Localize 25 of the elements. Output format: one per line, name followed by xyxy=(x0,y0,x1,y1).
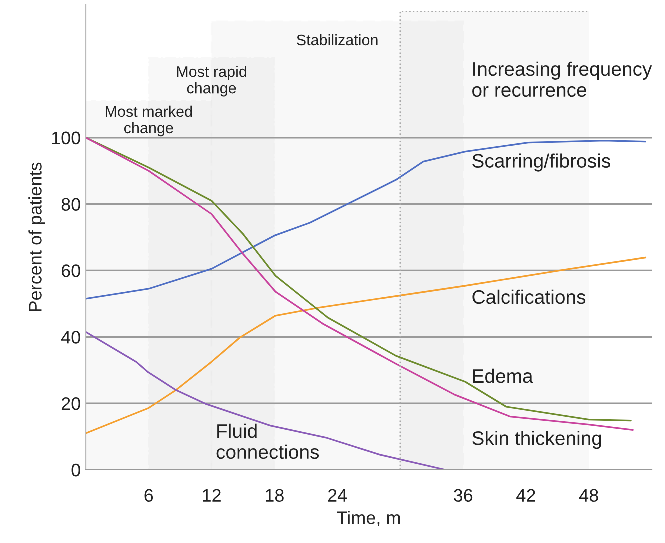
x-tick-label: 36 xyxy=(454,489,473,502)
x-tick-label: 12 xyxy=(203,489,221,502)
band-label: Increasing frequency or recurrence xyxy=(472,62,652,98)
x-tick-label: 6 xyxy=(144,489,154,502)
line-series xyxy=(86,331,647,470)
series-label: Calcifications xyxy=(472,290,586,304)
x-tick-label: 48 xyxy=(579,489,598,502)
y-tick-label: 100 xyxy=(52,132,80,145)
band-label: Most marked change xyxy=(106,106,192,137)
y-tick-label: 80 xyxy=(62,198,80,212)
x-axis-title: Time, m xyxy=(337,511,400,527)
band-label: Stabilization xyxy=(297,34,378,46)
x-tick-label: 18 xyxy=(266,489,284,502)
series-label: Skin thickening xyxy=(472,431,602,450)
y-tick-label: 20 xyxy=(62,398,80,410)
series-label: Fluid connections xyxy=(216,424,320,460)
series-label: Edema xyxy=(473,368,534,384)
series-label: Scarring/fibrosis xyxy=(472,154,610,172)
band-label: Most rapid change xyxy=(177,66,246,97)
x-tick-label: 42 xyxy=(516,489,536,502)
y-axis-title: Percent of patients xyxy=(28,162,46,312)
y-tick-label: 60 xyxy=(62,264,80,278)
y-tick-label: 0 xyxy=(72,464,80,477)
x-tick-label: 24 xyxy=(328,489,348,502)
y-tick-label: 40 xyxy=(61,331,80,344)
